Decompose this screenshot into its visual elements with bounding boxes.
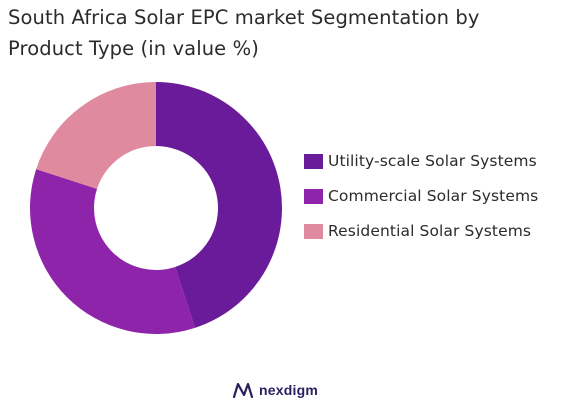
nexdigm-logo: nexdigm: [232, 380, 318, 400]
chart-legend: Utility-scale Solar Systems Commercial S…: [304, 152, 538, 257]
legend-swatch-residential: [304, 223, 323, 239]
chart-title: South Africa Solar EPC market Segmentati…: [8, 2, 548, 64]
chart-title-line-1: South Africa Solar EPC market Segmentati…: [8, 6, 480, 29]
nexdigm-logo-icon: [232, 382, 254, 399]
legend-label-utility: Utility-scale Solar Systems: [328, 152, 537, 170]
donut-slice-commercial: [29, 169, 195, 335]
donut-slice-residential: [36, 82, 156, 189]
legend-swatch-commercial: [304, 188, 323, 204]
legend-label-residential: Residential Solar Systems: [328, 222, 532, 240]
legend-swatch-utility: [304, 153, 323, 169]
legend-item-residential: Residential Solar Systems: [304, 222, 538, 240]
donut-slice-utility: [156, 82, 283, 328]
legend-item-commercial: Commercial Solar Systems: [304, 187, 538, 205]
logo-text: nexdigm: [259, 382, 318, 398]
chart-title-line-2: Product Type (in value %): [8, 37, 259, 60]
legend-item-utility: Utility-scale Solar Systems: [304, 152, 538, 170]
legend-label-commercial: Commercial Solar Systems: [328, 187, 539, 205]
